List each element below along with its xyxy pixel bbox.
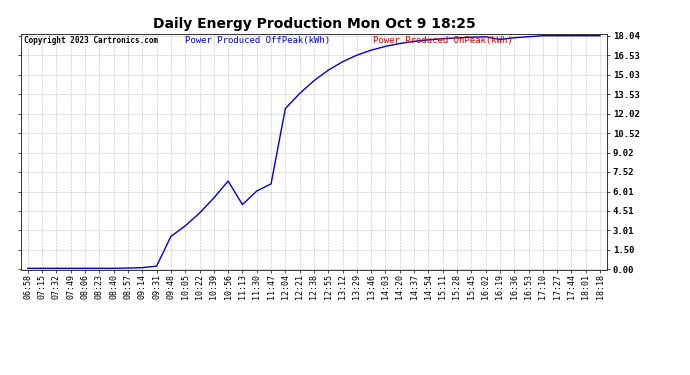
Text: Power Produced OffPeak(kWh): Power Produced OffPeak(kWh) (185, 36, 330, 45)
Text: Power Produced OnPeak(kWh): Power Produced OnPeak(kWh) (373, 36, 513, 45)
Text: Copyright 2023 Cartronics.com: Copyright 2023 Cartronics.com (23, 36, 158, 45)
Title: Daily Energy Production Mon Oct 9 18:25: Daily Energy Production Mon Oct 9 18:25 (152, 17, 475, 31)
